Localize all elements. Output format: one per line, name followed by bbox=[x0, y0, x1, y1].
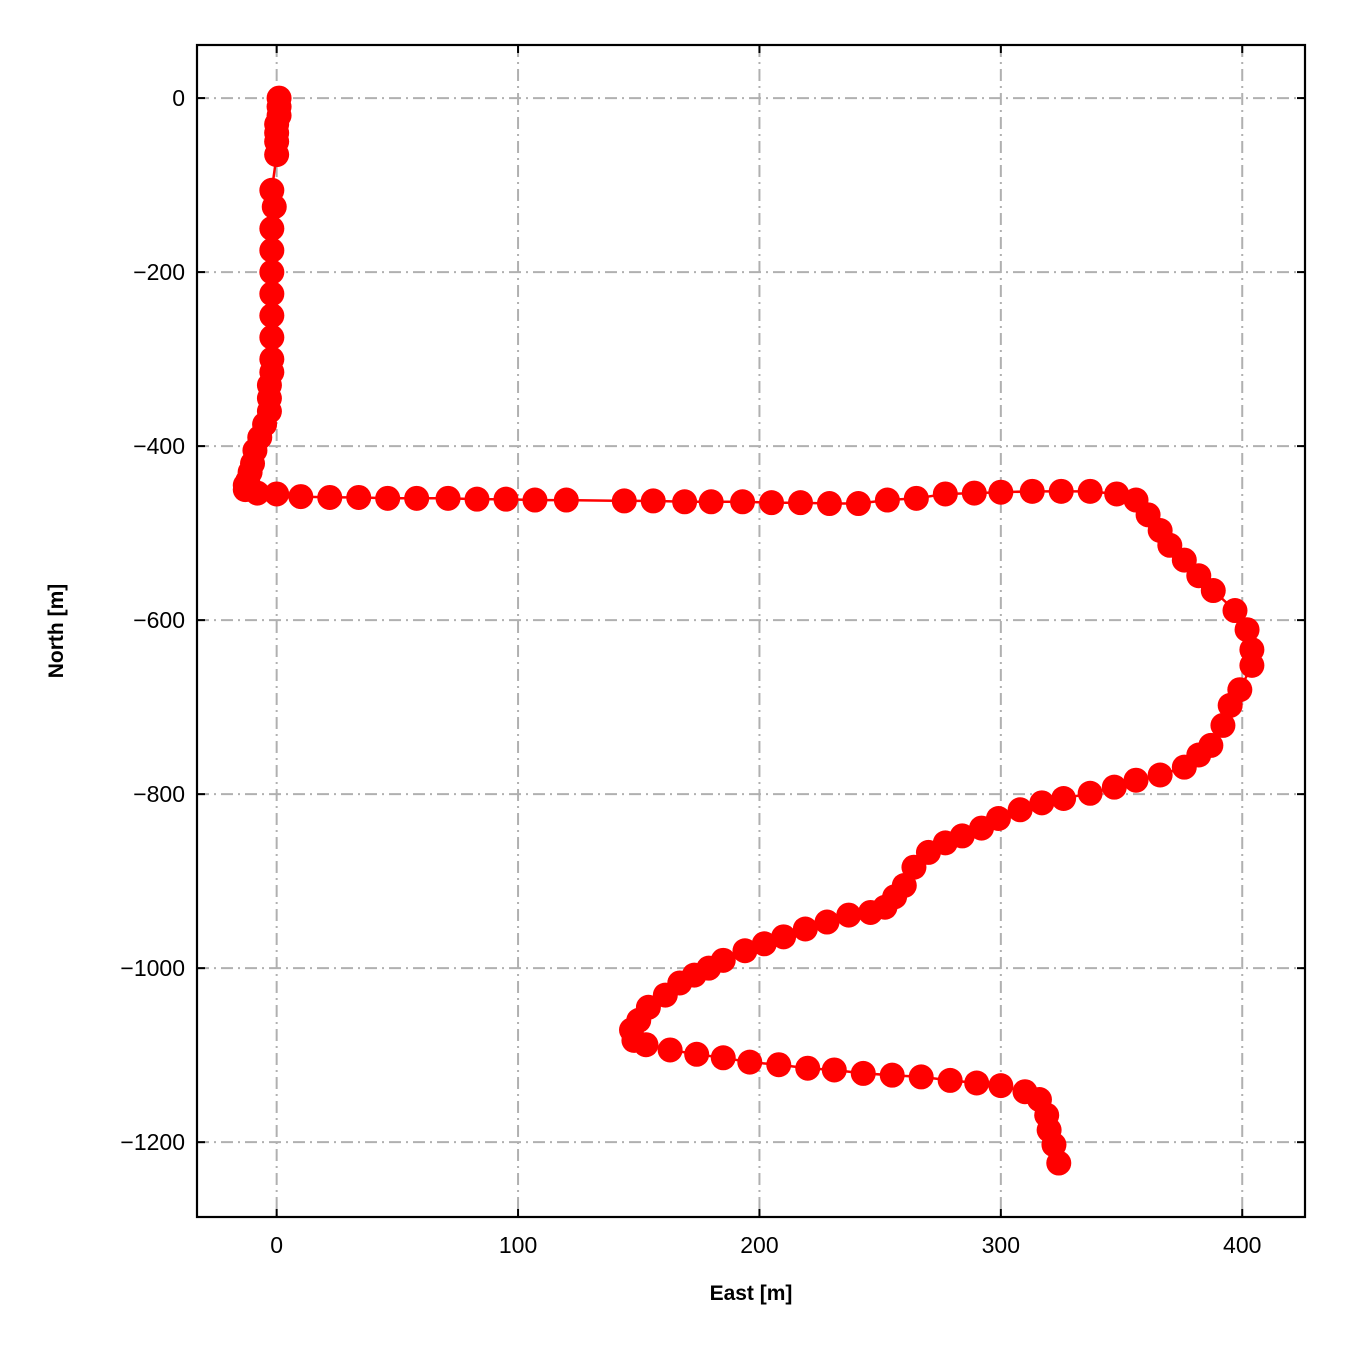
trajectory-point bbox=[1077, 780, 1103, 806]
y-tick-label: −400 bbox=[133, 433, 185, 459]
x-tick-label: 200 bbox=[740, 1232, 778, 1258]
trajectory-point bbox=[732, 938, 758, 964]
trajectory-point bbox=[672, 489, 698, 515]
trajectory-line bbox=[244, 98, 1254, 1164]
trajectory-point bbox=[850, 1060, 876, 1086]
trajectory-point bbox=[244, 480, 270, 506]
trajectory-point bbox=[816, 491, 842, 517]
x-tick-label: 400 bbox=[1223, 1232, 1261, 1258]
trajectory-point bbox=[553, 487, 579, 513]
trajectory-point bbox=[1222, 598, 1248, 624]
trajectory-point bbox=[1007, 797, 1033, 823]
trajectory-point bbox=[903, 485, 929, 511]
trajectory-point bbox=[317, 484, 343, 510]
trajectory-point bbox=[1029, 790, 1055, 816]
trajectory-point bbox=[879, 1062, 905, 1088]
x-tick-label: 300 bbox=[982, 1232, 1020, 1258]
trajectory-point bbox=[640, 488, 666, 514]
trajectory-point bbox=[792, 916, 818, 942]
trajectory-point bbox=[730, 489, 756, 515]
trajectory-point bbox=[264, 481, 290, 507]
trajectory-point bbox=[259, 324, 285, 350]
trajectory-point bbox=[1077, 478, 1103, 504]
grid bbox=[197, 45, 1305, 1217]
trajectory-point bbox=[759, 490, 785, 516]
trajectory-point bbox=[1046, 1150, 1072, 1176]
trajectory-point bbox=[259, 281, 285, 307]
trajectory-point bbox=[1171, 547, 1197, 573]
trajectory-point bbox=[346, 484, 372, 510]
trajectory-point bbox=[845, 491, 871, 517]
plot-area bbox=[232, 85, 1265, 1176]
trajectory-point bbox=[710, 1045, 736, 1071]
trajectory-point bbox=[814, 909, 840, 935]
trajectory-point bbox=[1051, 785, 1077, 811]
trajectory-point bbox=[908, 1064, 934, 1090]
trajectory-point bbox=[751, 931, 777, 957]
y-tick-label: −1200 bbox=[120, 1129, 185, 1155]
trajectory-point bbox=[961, 480, 987, 506]
trajectory-point bbox=[435, 485, 461, 511]
trajectory-point bbox=[288, 484, 314, 510]
trajectory-point bbox=[1104, 481, 1130, 507]
trajectory-point bbox=[1019, 478, 1045, 504]
trajectory-point bbox=[969, 815, 995, 841]
trajectory-point bbox=[771, 924, 797, 950]
trajectory-point bbox=[836, 902, 862, 928]
trajectory-point bbox=[633, 1032, 659, 1058]
trajectory-point bbox=[821, 1057, 847, 1083]
trajectory-point bbox=[795, 1055, 821, 1081]
trajectory-point bbox=[787, 490, 813, 516]
trajectory-point bbox=[522, 487, 548, 513]
trajectory-point bbox=[737, 1049, 763, 1075]
trajectory-point bbox=[493, 486, 519, 512]
trajectory-point bbox=[698, 489, 724, 515]
trajectory-point bbox=[259, 303, 285, 329]
axes-frame bbox=[195, 43, 1307, 1219]
trajectory-point bbox=[259, 259, 285, 285]
trajectory-point bbox=[261, 194, 287, 220]
trajectory-point bbox=[259, 216, 285, 242]
trajectory-point bbox=[932, 481, 958, 507]
trajectory-point bbox=[1217, 692, 1243, 718]
trajectory-point bbox=[1171, 754, 1197, 780]
trajectory-point bbox=[464, 486, 490, 512]
trajectory-point bbox=[1123, 767, 1149, 793]
trajectory-point bbox=[1101, 774, 1127, 800]
trajectory-point bbox=[1147, 762, 1173, 788]
trajectory-point bbox=[857, 899, 883, 925]
ticks: 0 100 200 300 400 0 −200 −400 −600 −800 −1000 −1200 bbox=[120, 45, 1305, 1258]
trajectory-point bbox=[1239, 652, 1265, 678]
trajectory-point bbox=[684, 1041, 710, 1067]
y-tick-label: −200 bbox=[133, 259, 185, 285]
trajectory-point bbox=[874, 487, 900, 513]
y-axis-label: North [m] bbox=[45, 584, 68, 678]
x-axis-label: East [m] bbox=[710, 1282, 793, 1305]
trajectory-point bbox=[988, 479, 1014, 505]
y-tick-label: −600 bbox=[133, 607, 185, 633]
trajectory-point bbox=[1048, 478, 1074, 504]
y-tick-label: −1000 bbox=[120, 955, 185, 981]
y-tick-label: −800 bbox=[133, 781, 185, 807]
trajectory-point bbox=[964, 1070, 990, 1096]
x-tick-label: 100 bbox=[499, 1232, 537, 1258]
trajectory-point bbox=[611, 488, 637, 514]
trajectory-point bbox=[937, 1067, 963, 1093]
x-tick-label: 0 bbox=[270, 1232, 283, 1258]
trajectory-point bbox=[988, 1073, 1014, 1099]
trajectory-point bbox=[1200, 578, 1226, 604]
trajectory-point bbox=[1234, 617, 1260, 643]
trajectory-point bbox=[404, 485, 430, 511]
trajectory-point bbox=[259, 237, 285, 263]
trajectory-point bbox=[657, 1037, 683, 1063]
trajectory-point bbox=[766, 1052, 792, 1078]
y-tick-label: 0 bbox=[172, 85, 185, 111]
trajectory-point bbox=[264, 142, 290, 168]
trajectory-point bbox=[1210, 712, 1236, 738]
trajectory-point bbox=[375, 485, 401, 511]
